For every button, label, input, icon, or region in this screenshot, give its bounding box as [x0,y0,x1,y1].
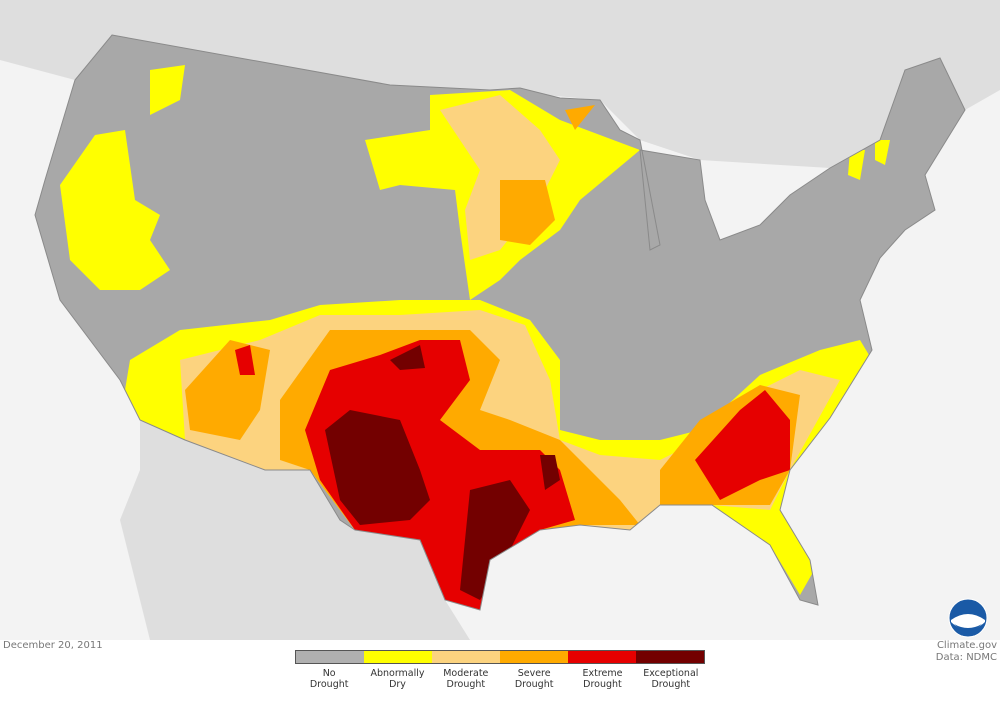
legend-label-moderate: Moderate Drought [443,668,489,690]
legend-swatch-moderate [432,651,500,663]
legend: No Drought Abnormally Dry Moderate Drought … [295,650,705,690]
legend-swatch-extreme [568,651,636,663]
legend-label-no-drought: No Drought [309,668,349,690]
legend-swatch-no-drought [296,651,364,663]
legend-label-exceptional: Exceptional Drought [643,668,699,690]
legend-color-bar [295,650,705,664]
legend-label-severe: Severe Drought [514,668,554,690]
legend-swatch-severe [500,651,568,663]
canada-mexico-land [0,0,1000,640]
noaa-logo [948,598,988,638]
legend-label-abnormally-dry: Abnormally Dry [370,668,425,690]
credits: Climate.gov Data: NDMC [936,640,997,664]
credit-source: Climate.gov [936,640,997,651]
legend-swatch-abnormally-dry [364,651,432,663]
drought-areas [60,65,890,610]
legend-label-extreme: Extreme Drought [582,668,623,690]
legend-swatch-exceptional [636,651,704,663]
exceptional-drought-areas [325,345,560,600]
drought-map [0,0,1000,640]
data-source: Data: NDMC [935,652,997,663]
map-date: December 20, 2011 [3,640,103,651]
